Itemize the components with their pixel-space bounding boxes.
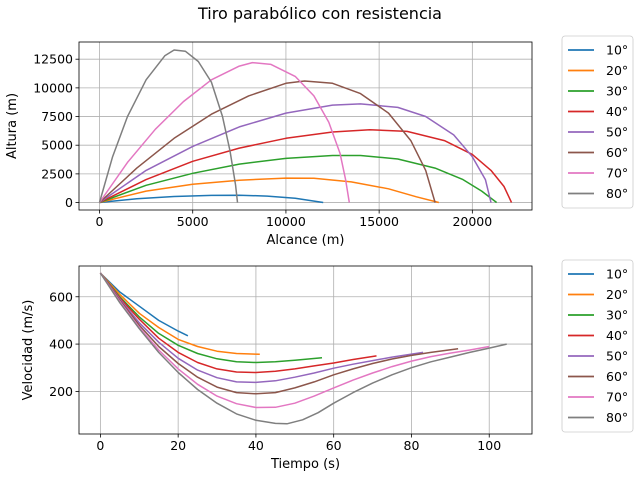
legend-label: 10° bbox=[606, 267, 628, 282]
x-tick-label: 100 bbox=[477, 438, 501, 453]
series-line-50deg bbox=[99, 103, 492, 204]
legend-label: 80° bbox=[606, 410, 628, 425]
y-tick-label: 7500 bbox=[41, 109, 73, 124]
legend-label: 60° bbox=[606, 369, 628, 384]
series-line-30deg bbox=[99, 154, 498, 204]
legend-label: 20° bbox=[606, 287, 628, 302]
series-line-20deg bbox=[99, 272, 260, 356]
series-line-70deg bbox=[98, 61, 351, 203]
x-tick-label: 20 bbox=[170, 438, 186, 453]
velocity-chart: 0 20 40 60 80 100 200 400 600 Tiempo (s) Velocidad… bbox=[21, 259, 634, 472]
legend-label: 50° bbox=[606, 349, 628, 364]
legend-label: 80° bbox=[606, 186, 628, 201]
plot-frame bbox=[78, 41, 533, 211]
series-line-70deg bbox=[99, 272, 490, 409]
x-tick-label: 15000 bbox=[359, 214, 399, 229]
series-line-10deg bbox=[99, 272, 189, 337]
legend-label: 70° bbox=[606, 166, 628, 181]
x-tick-label: 0 bbox=[96, 438, 104, 453]
legend-label: 50° bbox=[606, 125, 628, 140]
series-line-60deg bbox=[99, 272, 459, 395]
series-line-80deg bbox=[98, 49, 239, 203]
x-axis-label: Alcance (m) bbox=[267, 233, 345, 248]
series-line-60deg bbox=[98, 80, 436, 204]
plot-frame bbox=[78, 265, 533, 435]
legend-label: 10° bbox=[606, 43, 628, 58]
x-tick-label: 5000 bbox=[177, 214, 209, 229]
x-tick-label: 20000 bbox=[452, 214, 492, 229]
y-tick-label: 600 bbox=[49, 289, 73, 304]
x-tick-label: 0 bbox=[96, 214, 104, 229]
legend-label: 30° bbox=[606, 84, 628, 99]
y-tick-label: 400 bbox=[49, 337, 73, 352]
y-tick-label: 2500 bbox=[41, 166, 73, 181]
y-tick-label: 5000 bbox=[41, 138, 73, 153]
series-line-50deg bbox=[99, 272, 424, 384]
y-tick-label: 12500 bbox=[33, 52, 73, 67]
x-tick-label: 60 bbox=[326, 438, 342, 453]
legend-label: 70° bbox=[606, 390, 628, 405]
legend-box bbox=[561, 35, 634, 209]
y-tick-label: 10000 bbox=[33, 80, 73, 95]
legend-box bbox=[561, 259, 634, 433]
legend-label: 40° bbox=[606, 104, 628, 119]
series-line-10deg bbox=[99, 194, 324, 204]
y-tick-label: 200 bbox=[49, 384, 73, 399]
series-line-80deg bbox=[99, 272, 507, 425]
trajectory-chart: 0 5000 10000 15000 20000 0 2500 5000 7500 10000 12… bbox=[5, 35, 634, 248]
legend-label: 20° bbox=[606, 63, 628, 78]
legend-label: 30° bbox=[606, 308, 628, 323]
legend-label: 40° bbox=[606, 328, 628, 343]
x-tick-label: 40 bbox=[248, 438, 264, 453]
y-tick-label: 0 bbox=[65, 195, 73, 210]
x-tick-label: 80 bbox=[404, 438, 420, 453]
series-line-30deg bbox=[99, 272, 323, 364]
y-axis-label: Altura (m) bbox=[5, 93, 20, 159]
x-tick-label: 10000 bbox=[266, 214, 306, 229]
y-axis-label: Velocidad (m/s) bbox=[21, 300, 36, 401]
series-line-40deg bbox=[99, 128, 513, 204]
legend-label: 60° bbox=[606, 145, 628, 160]
x-axis-label: Tiempo (s) bbox=[270, 457, 340, 472]
series-line-20deg bbox=[99, 177, 439, 204]
figure-title: Tiro parabólico con resistencia bbox=[197, 4, 442, 23]
series-line-40deg bbox=[99, 272, 377, 374]
